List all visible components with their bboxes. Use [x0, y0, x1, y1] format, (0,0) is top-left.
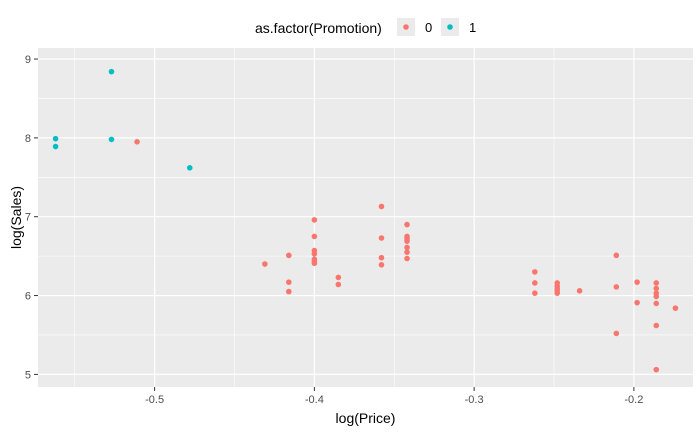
data-point-series-0 [286, 279, 292, 285]
legend-title: as.factor(Promotion) [255, 20, 382, 36]
x-axis-title: log(Price) [336, 410, 396, 426]
y-axis-title: log(Sales) [8, 186, 24, 249]
legend-label-1: 1 [469, 20, 476, 35]
x-axis: -0.5 -0.4 -0.3 -0.2 [145, 387, 643, 406]
legend-key-1-marker [447, 24, 453, 30]
data-point-series-0 [653, 300, 660, 307]
data-point-series-0 [532, 280, 538, 286]
data-point-series-0 [378, 254, 385, 261]
data-point-series-0 [134, 139, 140, 145]
data-point-series-0 [262, 261, 268, 267]
data-point-series-0 [311, 217, 318, 223]
y-tick-label: 8 [25, 133, 31, 145]
plot-panel [38, 48, 693, 387]
y-tick-label: 7 [25, 212, 31, 224]
data-point-series-0 [311, 260, 318, 267]
data-point-series-1 [186, 165, 193, 171]
data-point-series-0 [532, 269, 538, 275]
data-point-series-0 [653, 280, 660, 286]
data-point-series-0 [634, 299, 640, 306]
data-point-series-0 [311, 250, 318, 257]
data-point-series-1 [52, 135, 59, 142]
data-point-series-0 [335, 274, 342, 281]
data-point-series-0 [404, 255, 410, 262]
data-point-series-0 [286, 288, 292, 295]
data-point-series-0 [378, 262, 385, 268]
data-point-series-0 [634, 279, 640, 285]
data-point-series-0 [378, 203, 385, 210]
data-point-series-0 [653, 285, 660, 292]
x-tick-label: -0.4 [305, 394, 324, 406]
data-point-series-0 [404, 221, 410, 228]
data-points [52, 68, 679, 373]
data-point-series-0 [576, 288, 583, 294]
data-point-series-0 [653, 366, 660, 373]
data-point-series-0 [613, 330, 620, 337]
data-point-series-1 [108, 136, 115, 143]
y-axis: 5 6 7 8 9 [25, 54, 38, 381]
data-point-series-0 [653, 293, 660, 300]
data-point-series-0 [378, 235, 385, 241]
data-point-series-0 [554, 290, 561, 296]
data-point-series-0 [653, 322, 660, 329]
data-point-series-0 [404, 244, 410, 251]
data-point-series-0 [286, 252, 292, 259]
y-tick-label: 9 [25, 54, 31, 66]
data-point-series-0 [311, 233, 318, 240]
data-point-series-1 [52, 143, 59, 150]
data-point-series-1 [108, 68, 115, 75]
x-tick-label: -0.5 [145, 394, 164, 406]
legend: as.factor(Promotion) 0 1 [255, 18, 476, 36]
data-point-series-0 [335, 281, 342, 288]
legend-label-0: 0 [425, 20, 432, 35]
gridlines [38, 48, 693, 387]
data-point-series-0 [404, 249, 410, 255]
data-point-series-0 [672, 305, 679, 311]
y-tick-label: 5 [25, 369, 31, 381]
data-point-series-0 [613, 252, 620, 259]
y-tick-label: 6 [25, 291, 31, 303]
data-point-series-0 [532, 290, 538, 296]
legend-key-0-marker [403, 24, 409, 30]
x-tick-label: -0.2 [624, 394, 643, 406]
x-tick-label: -0.3 [465, 394, 484, 406]
data-point-series-0 [404, 238, 410, 244]
data-point-series-0 [613, 284, 620, 290]
